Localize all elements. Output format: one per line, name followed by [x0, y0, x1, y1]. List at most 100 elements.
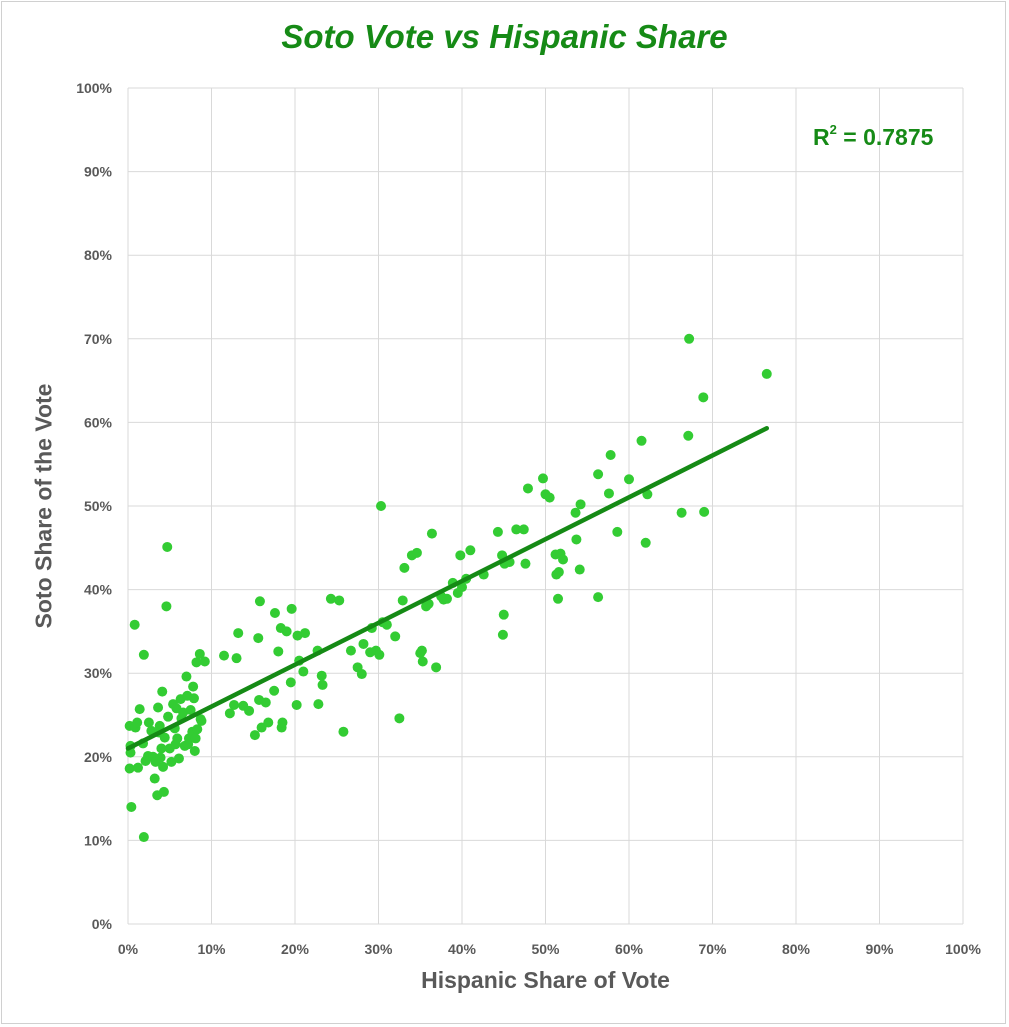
data-point [498, 609, 509, 620]
data-point [497, 629, 508, 640]
data-point [260, 697, 271, 708]
data-point [699, 506, 710, 517]
data-point [416, 645, 427, 656]
data-point [417, 656, 428, 667]
data-point [229, 699, 240, 710]
data-point [166, 756, 177, 767]
data-point [338, 726, 349, 737]
data-point [441, 593, 452, 604]
data-point [185, 704, 196, 715]
data-point [233, 628, 244, 639]
data-point [190, 733, 201, 744]
data-point [292, 630, 303, 641]
trendline [125, 426, 770, 751]
data-point [345, 645, 356, 656]
r-squared-letter: R [813, 124, 830, 150]
x-tick-label: 0% [118, 941, 139, 957]
x-tick-label: 100% [945, 941, 981, 957]
data-point [492, 526, 503, 537]
data-point [219, 650, 230, 661]
chart-title: Soto Vote vs Hispanic Share [281, 18, 728, 55]
data-points [124, 333, 772, 843]
y-tick-label: 90% [84, 164, 113, 180]
y-tick-label: 40% [84, 582, 113, 598]
x-tick-label: 80% [782, 941, 811, 957]
data-point [316, 670, 327, 681]
data-point [285, 677, 296, 688]
x-tick-label: 20% [281, 941, 310, 957]
data-point [593, 592, 604, 603]
data-point [683, 430, 694, 441]
data-point [138, 832, 149, 843]
data-point [138, 649, 149, 660]
data-point [161, 601, 172, 612]
data-point [154, 720, 165, 731]
data-point [570, 507, 581, 518]
x-axis-label: Hispanic Share of Vote [421, 967, 670, 993]
data-point [761, 368, 772, 379]
data-point [571, 534, 582, 545]
data-point [253, 633, 264, 644]
data-point [129, 619, 140, 630]
data-point [313, 699, 324, 710]
data-point [192, 724, 203, 735]
data-point [298, 666, 309, 677]
data-point [684, 333, 695, 344]
data-point [300, 628, 311, 639]
y-tick-label: 60% [84, 414, 113, 430]
data-point [612, 526, 623, 537]
data-point [224, 708, 235, 719]
data-point [162, 541, 173, 552]
data-point [511, 524, 522, 535]
data-point [199, 656, 210, 667]
data-point [537, 473, 548, 484]
y-axis-label: Soto Share of the Vote [30, 383, 57, 629]
x-tick-label: 30% [364, 941, 393, 957]
data-point [431, 662, 442, 673]
data-point [603, 488, 614, 499]
data-point [358, 638, 369, 649]
data-point [317, 679, 328, 690]
y-tick-label: 20% [84, 749, 113, 765]
y-tick-label: 100% [76, 80, 112, 96]
data-point [624, 474, 634, 485]
data-point [281, 626, 292, 637]
data-point [553, 567, 564, 578]
y-tick-label: 50% [84, 498, 113, 514]
data-point [188, 693, 199, 704]
data-point [157, 686, 168, 697]
data-point [244, 705, 255, 716]
x-tick-label: 70% [698, 941, 727, 957]
data-point [178, 707, 189, 718]
data-point [544, 492, 555, 503]
data-point [426, 528, 437, 539]
y-tick-label: 0% [92, 916, 113, 932]
data-point [126, 801, 137, 812]
y-tick-label: 80% [84, 247, 113, 263]
data-point [134, 704, 145, 715]
data-point [133, 762, 144, 773]
data-point [593, 469, 604, 480]
data-point [158, 761, 169, 772]
data-point [325, 593, 336, 604]
data-point [291, 699, 302, 710]
trendline-group [125, 426, 770, 751]
data-point [636, 435, 647, 446]
data-point [465, 545, 476, 556]
data-point [173, 753, 184, 764]
data-point [376, 501, 387, 511]
data-point [390, 631, 401, 642]
x-tick-labels: 0% 10% 20% 30% 40% 50% 60% 70% 80% 90% 100% [118, 941, 982, 957]
data-point [273, 646, 284, 657]
x-tick-label: 90% [865, 941, 894, 957]
data-point [156, 743, 167, 754]
data-point [374, 649, 385, 660]
data-point [163, 711, 174, 722]
data-point [181, 671, 192, 682]
r-squared-annotation: R2 = 0.7875 [813, 122, 933, 151]
data-point [698, 392, 709, 403]
data-point [605, 450, 616, 461]
data-point [277, 717, 288, 728]
data-point [231, 653, 242, 664]
